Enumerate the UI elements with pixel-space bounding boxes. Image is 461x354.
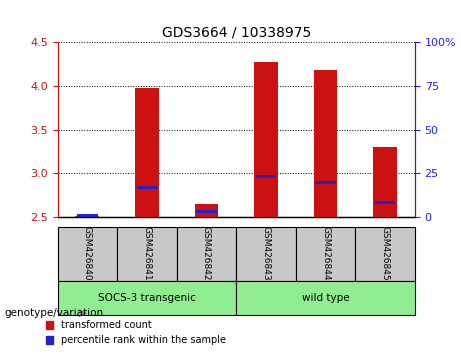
Bar — [195, 204, 219, 217]
Bar — [196, 210, 217, 213]
Bar — [373, 147, 397, 217]
Text: GSM426842: GSM426842 — [202, 227, 211, 281]
FancyBboxPatch shape — [177, 227, 236, 281]
FancyBboxPatch shape — [355, 227, 415, 281]
Bar — [315, 181, 336, 184]
FancyBboxPatch shape — [236, 227, 296, 281]
FancyBboxPatch shape — [117, 227, 177, 281]
Bar — [137, 186, 157, 189]
Text: genotype/variation: genotype/variation — [5, 308, 104, 318]
Legend: transformed count, percentile rank within the sample: transformed count, percentile rank withi… — [42, 316, 230, 349]
Bar — [77, 214, 98, 217]
Text: GSM426844: GSM426844 — [321, 227, 330, 281]
Text: GSM426843: GSM426843 — [261, 227, 271, 281]
Text: GSM426841: GSM426841 — [142, 227, 152, 281]
Bar — [76, 216, 99, 217]
Title: GDS3664 / 10338975: GDS3664 / 10338975 — [162, 26, 311, 40]
Text: GSM426845: GSM426845 — [381, 227, 390, 281]
Text: SOCS-3 transgenic: SOCS-3 transgenic — [98, 293, 196, 303]
FancyBboxPatch shape — [58, 281, 236, 315]
Bar — [254, 62, 278, 217]
Text: GSM426840: GSM426840 — [83, 227, 92, 281]
Bar — [256, 175, 276, 178]
Text: wild type: wild type — [302, 293, 349, 303]
Bar — [313, 69, 337, 217]
Bar — [375, 201, 395, 204]
FancyBboxPatch shape — [296, 227, 355, 281]
FancyBboxPatch shape — [236, 281, 415, 315]
Bar — [135, 88, 159, 217]
FancyBboxPatch shape — [58, 227, 117, 281]
